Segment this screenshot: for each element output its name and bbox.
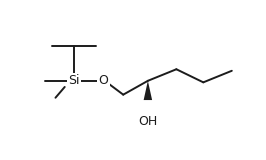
Polygon shape [144,81,152,100]
Text: OH: OH [138,115,157,128]
Text: Si: Si [68,74,80,87]
Text: O: O [98,74,108,87]
